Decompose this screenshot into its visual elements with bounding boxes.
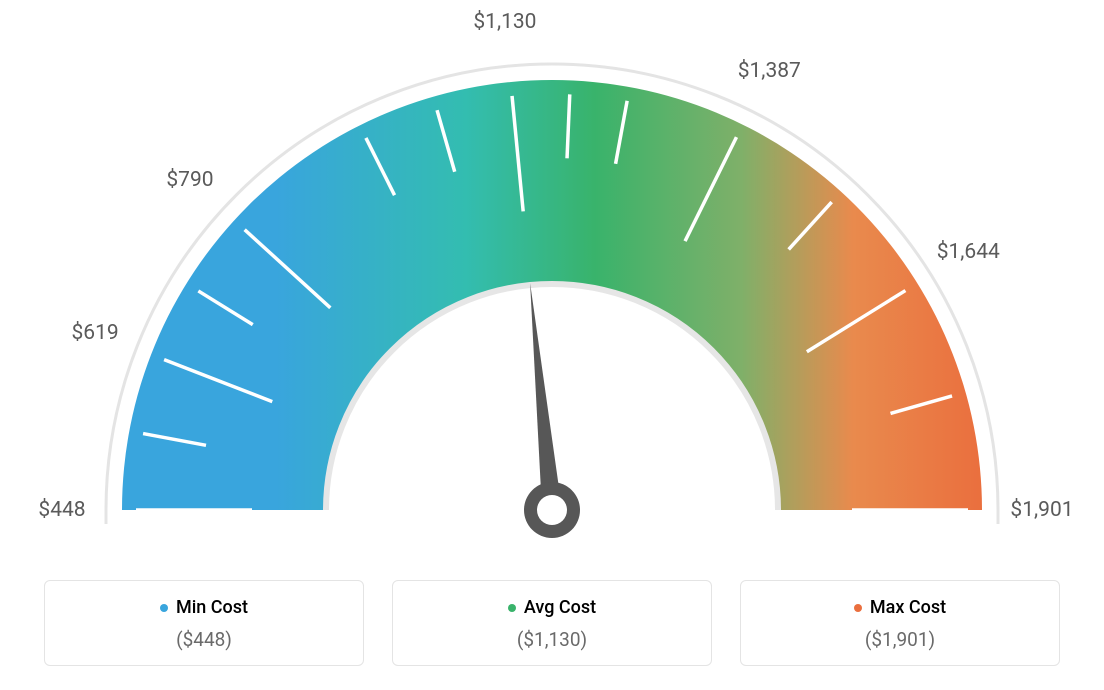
legend-value-avg: ($1,130) [403, 628, 701, 651]
gauge-needle [530, 283, 562, 511]
legend-card-max: Max Cost ($1,901) [740, 580, 1060, 667]
legend-title-max: Max Cost [854, 597, 946, 618]
legend-value-min: ($448) [55, 628, 353, 651]
legend-label-min: Min Cost [176, 597, 248, 618]
legend-value-max: ($1,901) [751, 628, 1049, 651]
gauge-tick-label: $1,644 [937, 240, 1000, 264]
legend-card-avg: Avg Cost ($1,130) [392, 580, 712, 667]
gauge-chart: $448 $619 $790 $1,130 $1,387 $1,644 $1,901 [0, 0, 1104, 560]
legend-title-min: Min Cost [160, 597, 248, 618]
gauge-svg [0, 0, 1104, 560]
gauge-tick-label: $1,130 [473, 10, 536, 34]
legend-row: Min Cost ($448) Avg Cost ($1,130) Max Co… [0, 580, 1104, 667]
legend-title-avg: Avg Cost [508, 597, 596, 618]
gauge-tick-label: $1,387 [738, 59, 801, 83]
gauge-tick-label: $790 [166, 168, 213, 192]
legend-label-avg: Avg Cost [524, 597, 596, 618]
gauge-tick-label: $448 [38, 498, 85, 522]
gauge-tick-label: $1,901 [1010, 498, 1073, 522]
legend-dot-min [160, 604, 168, 612]
gauge-tick-label: $619 [72, 321, 119, 345]
legend-dot-max [854, 604, 862, 612]
legend-card-min: Min Cost ($448) [44, 580, 364, 667]
legend-label-max: Max Cost [870, 597, 946, 618]
gauge-needle-hub-hole [537, 495, 567, 525]
legend-dot-avg [508, 604, 516, 612]
